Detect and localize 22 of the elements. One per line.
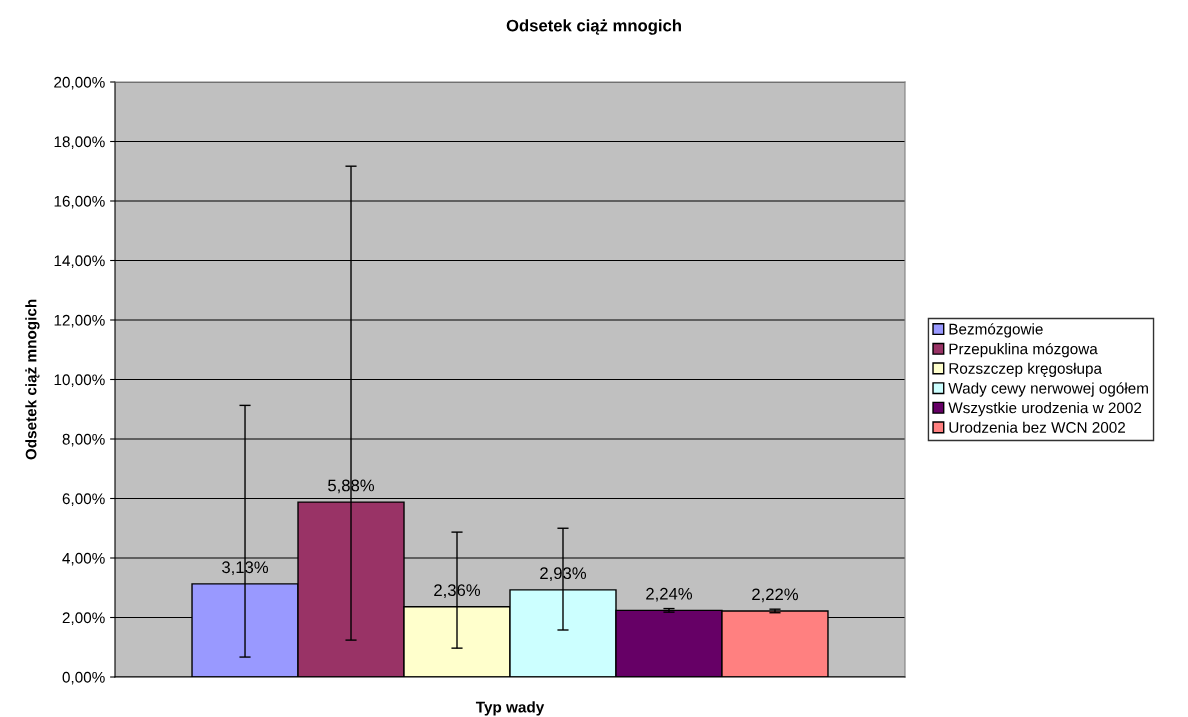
legend-label: Urodzenia bez WCN 2002 [949,421,1126,433]
legend-label: Wady cewy nerwowej ogółem [948,382,1148,397]
legend-label: Rozszczep kręgosłupa [949,362,1102,377]
y-tick-label: 6,00% [62,493,105,506]
y-tick-label: 0,00% [62,671,105,685]
y-tick-label: 2,00% [62,612,105,625]
x-axis-title: Typ wady [475,701,545,716]
y-tick-label: 20,00% [54,76,105,90]
y-tick-label: 12,00% [54,314,105,328]
chart-title: Odsetek ciąż mnogich [506,19,681,35]
y-tick-label: 14,00% [54,255,105,268]
data-label: 2,24% [646,587,693,602]
y-tick-label: 16,00% [54,195,105,209]
y-tick-label: 4,00% [62,552,105,566]
y-axis-title: Odsetek ciąż mnogich [25,299,40,460]
legend-label: Przepuklina mózgowa [949,342,1098,358]
y-tick-label: 18,00% [54,136,105,149]
y-tick-label: 8,00% [62,433,105,447]
legend-label: Wszystkie urodzenia w 2002 [948,402,1142,417]
legend-label: Bezmózgowie [949,323,1043,338]
y-tick-label: 10,00% [54,374,105,387]
data-label: 2,22% [752,588,799,603]
